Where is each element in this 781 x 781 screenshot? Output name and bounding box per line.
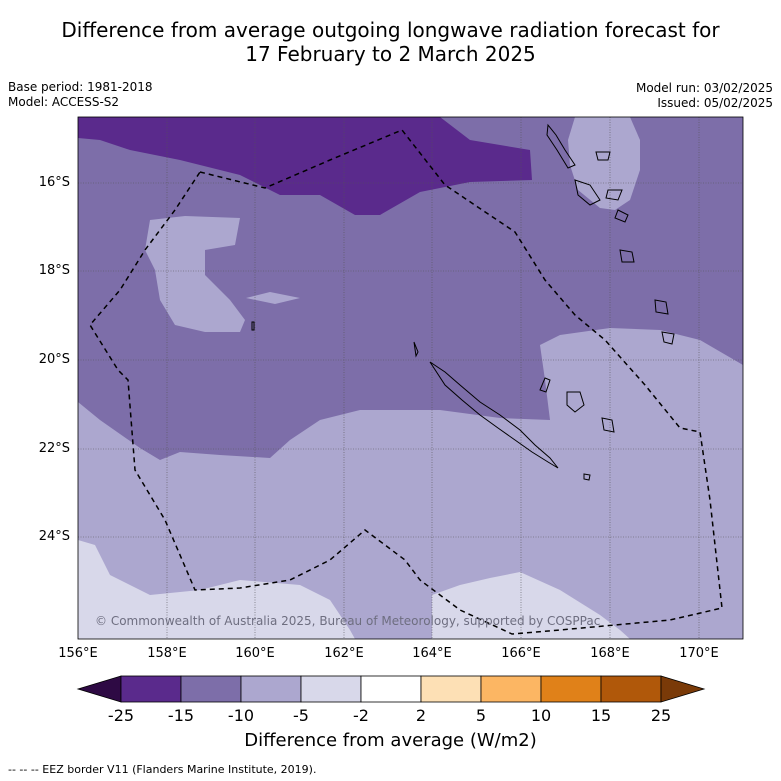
vanuatu-mid-1 xyxy=(574,179,601,206)
colorbar-tick-3: -10 xyxy=(227,706,255,725)
region-very-light-s xyxy=(432,572,630,639)
lat-label-18s: 18°S xyxy=(38,263,70,278)
new-caledonia-coast xyxy=(429,361,559,469)
isle-of-pines xyxy=(583,473,591,481)
title-line-2: 17 February to 2 March 2025 xyxy=(245,42,536,66)
vanuatu-mid-2 xyxy=(605,189,623,201)
meta-left: Base period: 1981-2018 Model: ACCESS-S2 xyxy=(8,80,153,110)
colorbar-bin-9 xyxy=(600,675,662,703)
loyalty-island-3 xyxy=(601,417,615,433)
lon-label-156e: 156°E xyxy=(58,646,98,661)
lon-label-168e: 168°E xyxy=(590,646,630,661)
colorbar-tick-6: 2 xyxy=(415,706,427,725)
model-name: Model: ACCESS-S2 xyxy=(8,95,120,109)
island-coast xyxy=(413,341,419,358)
grid-lines xyxy=(78,117,743,639)
map-area xyxy=(78,117,743,639)
region-light-patch xyxy=(145,216,245,332)
vanuatu-north-2 xyxy=(595,151,611,161)
region-medium xyxy=(78,117,743,460)
lon-label-158e: 158°E xyxy=(147,646,187,661)
colorbar xyxy=(76,675,706,703)
colorbar-title: Difference from average (W/m2) xyxy=(244,730,537,751)
colorbar-tick-4: -5 xyxy=(293,706,309,725)
colorbar-tick-7: 5 xyxy=(475,706,487,725)
colorbar-bin-4 xyxy=(300,675,362,703)
base-period: Base period: 1981-2018 xyxy=(8,80,153,94)
colorbar-tick-8: 10 xyxy=(530,706,552,725)
colorbar-tick-5: -2 xyxy=(353,706,369,725)
coastlines xyxy=(251,123,675,481)
colorbar-tick-2: -15 xyxy=(167,706,195,725)
issued-date: Issued: 05/02/2025 xyxy=(657,96,773,110)
region-dark xyxy=(78,117,532,215)
colorbar-bin-5 xyxy=(360,675,422,703)
colorbar-over xyxy=(660,675,706,703)
lat-label-20s: 20°S xyxy=(38,352,70,367)
meta-right: Model run: 03/02/2025 Issued: 05/02/2025 xyxy=(636,81,773,111)
colorbar-bin-2 xyxy=(180,675,242,703)
model-run: Model run: 03/02/2025 xyxy=(635,81,773,95)
colorbar-bin-3 xyxy=(240,675,302,703)
loyalty-island-2 xyxy=(539,377,551,393)
region-light-vanuatu xyxy=(568,117,640,210)
loyalty-island-1 xyxy=(566,391,585,413)
colorbar-bin-1 xyxy=(120,675,182,703)
colorbar-bin-7 xyxy=(480,675,542,703)
lon-label-166e: 166°E xyxy=(501,646,541,661)
copyright-text: © Commonwealth of Australia 2025, Bureau… xyxy=(95,614,601,628)
colorbar-bin-8 xyxy=(540,675,602,703)
lat-label-22s: 22°S xyxy=(38,441,70,456)
lat-label-16s: 16°S xyxy=(38,175,70,190)
lon-label-162e: 162°E xyxy=(324,646,364,661)
islet-west xyxy=(251,321,255,331)
colorbar-under xyxy=(76,675,122,703)
eez-border xyxy=(89,129,723,635)
colorbar-tick-1: -25 xyxy=(107,706,135,725)
vanuatu-south-3 xyxy=(654,299,669,315)
vanuatu-south-4 xyxy=(661,331,675,345)
colorbar-tick-10: 25 xyxy=(650,706,672,725)
lon-label-170e: 170°E xyxy=(679,646,719,661)
lat-label-24s: 24°S xyxy=(38,529,70,544)
colorbar-tick-9: 15 xyxy=(590,706,612,725)
vanuatu-north-1 xyxy=(546,123,576,169)
lon-label-164e: 164°E xyxy=(412,646,452,661)
eez-footnote: -- -- -- EEZ border V11 (Flanders Marine… xyxy=(8,763,317,776)
region-light-patch-small xyxy=(246,292,300,304)
colorbar-bin-6 xyxy=(420,675,482,703)
title-line-1: Difference from average outgoing longwav… xyxy=(61,18,720,42)
lon-label-160e: 160°E xyxy=(235,646,275,661)
vanuatu-south-1 xyxy=(614,209,629,223)
chart-title: Difference from average outgoing longwav… xyxy=(0,18,781,66)
region-very-light-sw xyxy=(78,540,355,639)
vanuatu-south-2 xyxy=(619,249,635,263)
map-frame xyxy=(77,116,744,640)
